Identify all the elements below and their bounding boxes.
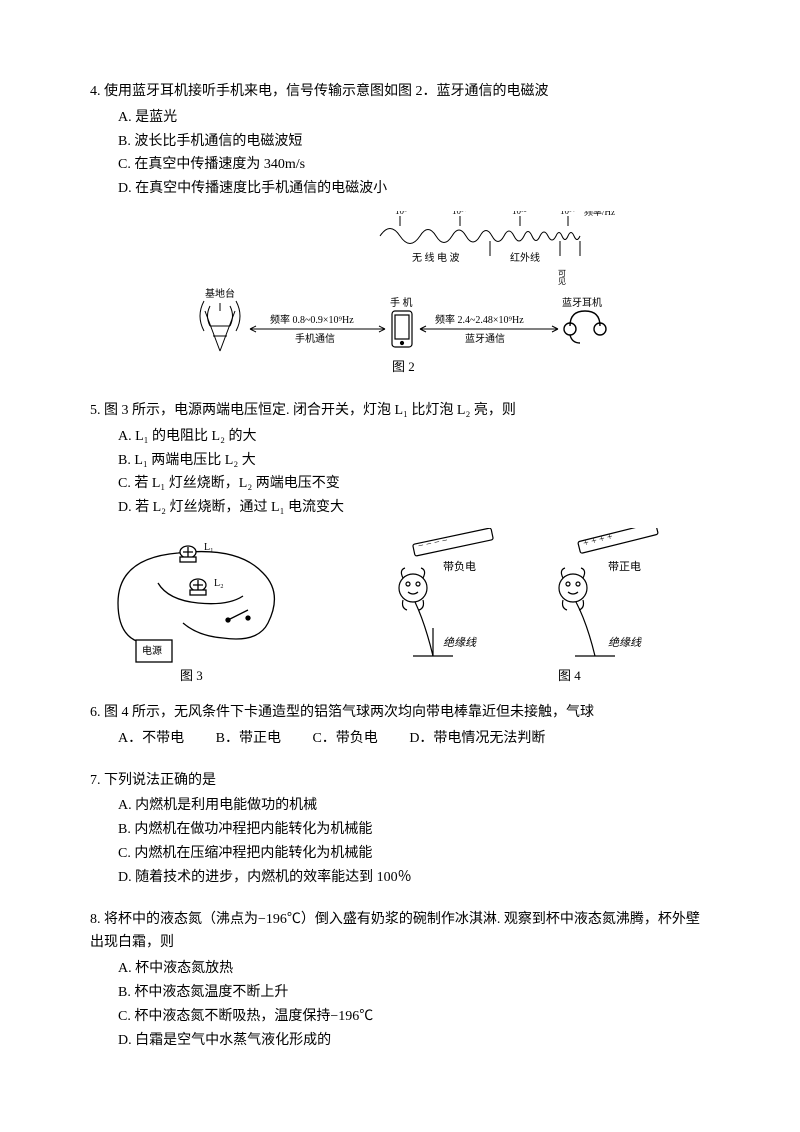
question-8: 8. 将杯中的液态氮（沸点为−196℃）倒入盛有奶浆的碗制作冰淇淋. 观察到杯中… bbox=[90, 908, 710, 1053]
q4-opt-a: A. 是蓝光 bbox=[118, 106, 710, 130]
q7-options: A. 内燃机是利用电能做功的机械 B. 内燃机在做功冲程把内能转化为机械能 C.… bbox=[90, 794, 710, 889]
fig2-comm1: 手机通信 bbox=[295, 332, 335, 345]
q8-opt-c: C. 杯中液态氮不断吸热，温度保持−196℃ bbox=[118, 1005, 710, 1029]
question-4: 4. 使用蓝牙耳机接听手机来电，信号传输示意图如图 2．蓝牙通信的电磁波 A. … bbox=[90, 80, 710, 381]
q7-opt-c: C. 内燃机在压缩冲程把内能转化为机械能 bbox=[118, 842, 710, 866]
q4-opt-d: D. 在真空中传播速度比手机通信的电磁波小 bbox=[118, 177, 710, 201]
q5-opt-d: D. 若 L₂ 灯丝烧断，通过 L₁ 电流变大 bbox=[118, 496, 710, 520]
q4-stem-text: 使用蓝牙耳机接听手机来电，信号传输示意图如图 2．蓝牙通信的电磁波 bbox=[104, 84, 549, 99]
fig4-wire1: 绝缘线 bbox=[443, 636, 477, 649]
fig4-wire2: 绝缘线 bbox=[608, 636, 642, 649]
q8-stem: 8. 将杯中的液态氮（沸点为−196℃）倒入盛有奶浆的碗制作冰淇淋. 观察到杯中… bbox=[90, 908, 710, 956]
fig2-freq1: 频率 0.8~0.9×10⁹Hz bbox=[270, 313, 354, 326]
fig3-caption: 图 3 bbox=[180, 668, 203, 683]
q5-opt-a: A. L₁ 的电阻比 L₂ 的大 bbox=[118, 425, 710, 449]
q7-stem-text: 下列说法正确的是 bbox=[104, 773, 216, 788]
fig-row-3-4: L₁ L₂ 电源 图 3 − − − − 带负 bbox=[90, 528, 710, 683]
q6-stem: 6. 图 4 所示，无风条件下卡通造型的铝箔气球两次均向带电棒靠近但未接触，气球 bbox=[90, 701, 710, 725]
fig3-L2: L₂ bbox=[214, 578, 224, 589]
q7-opt-a: A. 内燃机是利用电能做功的机械 bbox=[118, 794, 710, 818]
fig4-neg: 带负电 bbox=[443, 559, 476, 573]
q8-opt-a: A. 杯中液态氮放热 bbox=[118, 957, 710, 981]
q4-opt-c: C. 在真空中传播速度为 340m/s bbox=[118, 153, 710, 177]
fig2-svg: 10⁸ 10¹⁰ 10¹² 10¹⁴ 频率/Hz 无 线 电 波 红外线 可见 … bbox=[150, 211, 650, 381]
fig4-caption: 图 4 bbox=[558, 668, 581, 683]
question-7: 7. 下列说法正确的是 A. 内燃机是利用电能做功的机械 B. 内燃机在做功冲程… bbox=[90, 769, 710, 890]
fig2-phone: 手 机 bbox=[390, 296, 413, 309]
q6-opt-b: B．带正电 bbox=[216, 727, 281, 751]
fig2-caption: 图 2 bbox=[392, 359, 415, 374]
q7-stem: 7. 下列说法正确的是 bbox=[90, 769, 710, 793]
q6-options: A．不带电 B．带正电 C．带负电 D．带电情况无法判断 bbox=[90, 727, 710, 751]
q5-stem-text: 图 3 所示，电源两端电压恒定. 闭合开关，灯泡 L₁ 比灯泡 L₂ 亮，则 bbox=[104, 403, 516, 418]
q7-opt-d: D. 随着技术的进步，内燃机的效率能达到 100％ bbox=[118, 866, 710, 890]
fig3-power: 电源 bbox=[142, 644, 162, 657]
q8-opt-b: B. 杯中液态氮温度不断上升 bbox=[118, 981, 710, 1005]
fig3-L1: L₁ bbox=[204, 542, 214, 553]
fig2-freqhz: 频率/Hz bbox=[584, 211, 615, 217]
q4-opt-b: B. 波长比手机通信的电磁波短 bbox=[118, 130, 710, 154]
fig4-svg: − − − − 带负电 绝缘线 + + + + bbox=[363, 528, 693, 683]
fig2-ir: 红外线 bbox=[510, 251, 540, 264]
phone-icon bbox=[392, 311, 412, 347]
q7-opt-b: B. 内燃机在做功冲程把内能转化为机械能 bbox=[118, 818, 710, 842]
q5-opt-b: B. L₁ 两端电压比 L₂ 大 bbox=[118, 449, 710, 473]
q6-opt-d: D．带电情况无法判断 bbox=[409, 727, 545, 751]
question-6: 6. 图 4 所示，无风条件下卡通造型的铝箔气球两次均向带电棒靠近但未接触，气球… bbox=[90, 701, 710, 751]
q6-num: 6. bbox=[90, 705, 101, 720]
q7-num: 7. bbox=[90, 773, 101, 788]
fig2-visible: 可见 bbox=[558, 269, 567, 286]
fig2-t108: 10⁸ bbox=[395, 211, 407, 216]
fig2-t1014: 10¹⁴ bbox=[560, 211, 575, 216]
q5-stem: 5. 图 3 所示，电源两端电压恒定. 闭合开关，灯泡 L₁ 比灯泡 L₂ 亮，… bbox=[90, 399, 710, 423]
q5-opt-c: C. 若 L₁ 灯丝烧断，L₂ 两端电压不变 bbox=[118, 472, 710, 496]
fig2-headset: 蓝牙耳机 bbox=[562, 296, 602, 309]
fig4-pos: 带正电 bbox=[608, 560, 641, 573]
fig2-radio: 无 线 电 波 bbox=[412, 251, 460, 264]
fig2-freq2: 频率 2.4~2.48×10⁹Hz bbox=[435, 313, 524, 326]
fig2-t1010: 10¹⁰ bbox=[452, 211, 468, 216]
question-5: 5. 图 3 所示，电源两端电压恒定. 闭合开关，灯泡 L₁ 比灯泡 L₂ 亮，… bbox=[90, 399, 710, 683]
q8-num: 8. bbox=[90, 912, 101, 927]
fig2-comm2: 蓝牙通信 bbox=[465, 333, 505, 345]
q8-stem-text: 将杯中的液态氮（沸点为−196℃）倒入盛有奶浆的碗制作冰淇淋. 观察到杯中液态氮… bbox=[90, 912, 700, 951]
q8-opt-d: D. 白霜是空气中水蒸气液化形成的 bbox=[118, 1029, 710, 1053]
fig2-base: 基地台 bbox=[205, 287, 235, 300]
fig2-t1012: 10¹² bbox=[512, 211, 527, 216]
q4-stem: 4. 使用蓝牙耳机接听手机来电，信号传输示意图如图 2．蓝牙通信的电磁波 bbox=[90, 80, 710, 104]
figure-2: 10⁸ 10¹⁰ 10¹² 10¹⁴ 频率/Hz 无 线 电 波 红外线 可见 … bbox=[90, 211, 710, 381]
fig3-svg: L₁ L₂ 电源 图 3 bbox=[108, 528, 288, 683]
q4-options: A. 是蓝光 B. 波长比手机通信的电磁波短 C. 在真空中传播速度为 340m… bbox=[90, 106, 710, 201]
q4-num: 4. bbox=[90, 84, 101, 99]
headset-icon bbox=[564, 311, 606, 343]
q5-num: 5. bbox=[90, 403, 101, 418]
q6-opt-a: A．不带电 bbox=[118, 727, 184, 751]
base-station-icon bbox=[200, 301, 240, 351]
q6-opt-c: C．带负电 bbox=[312, 727, 377, 751]
q6-stem-text: 图 4 所示，无风条件下卡通造型的铝箔气球两次均向带电棒靠近但未接触，气球 bbox=[104, 705, 594, 720]
q8-options: A. 杯中液态氮放热 B. 杯中液态氮温度不断上升 C. 杯中液态氮不断吸热，温… bbox=[90, 957, 710, 1052]
q5-options: A. L₁ 的电阻比 L₂ 的大 B. L₁ 两端电压比 L₂ 大 C. 若 L… bbox=[90, 425, 710, 520]
